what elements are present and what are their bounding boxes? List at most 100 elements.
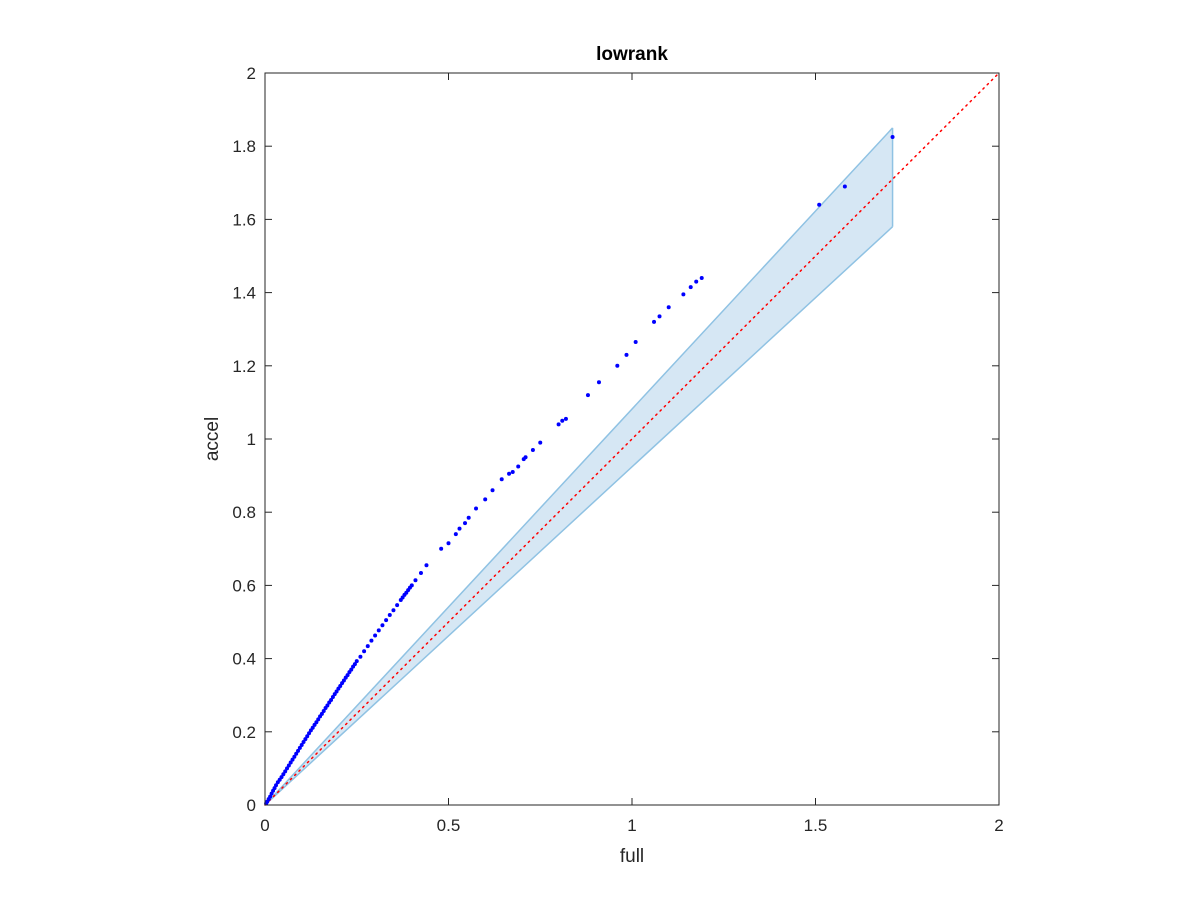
- data-point: [466, 515, 471, 520]
- y-tick-label: 0.2: [232, 723, 256, 742]
- data-point: [330, 695, 335, 700]
- data-point: [365, 644, 370, 649]
- data-point: [474, 506, 479, 511]
- x-tick-label: 0: [260, 816, 269, 835]
- data-point: [296, 748, 301, 753]
- data-point: [292, 754, 297, 759]
- data-point: [290, 757, 295, 762]
- data-point: [329, 697, 334, 702]
- y-tick-label: 2: [247, 64, 256, 83]
- data-point: [585, 393, 590, 398]
- y-tick-label: 0.8: [232, 503, 256, 522]
- data-point: [352, 662, 357, 667]
- identity-reference-line: [264, 72, 1000, 806]
- data-point: [842, 184, 847, 189]
- data-point: [615, 363, 620, 368]
- data-point: [294, 751, 299, 756]
- y-axis-label: accel: [202, 417, 223, 461]
- confidence-band-layer: [264, 127, 894, 806]
- data-point: [817, 202, 822, 207]
- x-axis-label: full: [620, 846, 644, 867]
- data-point: [354, 659, 359, 664]
- data-point: [384, 618, 389, 623]
- data-point: [316, 717, 321, 722]
- x-tick-label: 2: [994, 816, 1003, 835]
- y-tick-label: 0.6: [232, 576, 256, 595]
- data-point: [288, 760, 293, 765]
- data-point: [358, 654, 363, 659]
- x-tick-label: 1.5: [804, 816, 828, 835]
- reference-line-layer: [264, 72, 1000, 806]
- data-point: [523, 455, 528, 460]
- data-point: [890, 135, 895, 140]
- data-point: [283, 769, 288, 774]
- data-points-layer: [264, 135, 895, 806]
- x-tick-label: 0.5: [437, 816, 461, 835]
- data-point: [341, 678, 346, 683]
- data-point: [395, 603, 400, 608]
- data-point: [380, 623, 385, 628]
- data-point: [376, 628, 381, 633]
- data-point: [463, 521, 468, 526]
- data-point: [694, 279, 699, 284]
- plot-frame: [264, 72, 1000, 806]
- y-tick-label: 0.4: [232, 650, 256, 669]
- y-tick-label: 1.2: [232, 357, 256, 376]
- data-point: [624, 352, 629, 357]
- data-point: [387, 613, 392, 618]
- data-point: [657, 314, 662, 319]
- data-point: [688, 285, 693, 290]
- data-point: [483, 497, 488, 502]
- data-point: [530, 447, 535, 452]
- data-point: [424, 563, 429, 568]
- data-point: [281, 772, 286, 777]
- confidence-band-upper: [264, 127, 894, 806]
- data-point: [321, 708, 326, 713]
- data-point: [453, 532, 458, 537]
- data-point: [652, 319, 657, 324]
- data-point: [334, 689, 339, 694]
- data-point: [666, 305, 671, 310]
- data-point: [596, 380, 601, 385]
- data-point: [303, 737, 308, 742]
- data-point: [314, 720, 319, 725]
- data-point: [510, 469, 515, 474]
- data-point: [446, 541, 451, 546]
- data-point: [556, 422, 561, 427]
- data-point: [362, 649, 367, 654]
- data-point: [301, 740, 306, 745]
- data-point: [307, 731, 312, 736]
- data-point: [274, 783, 279, 788]
- data-point: [349, 667, 354, 672]
- data-point: [369, 638, 374, 643]
- data-point: [319, 711, 324, 716]
- data-point: [409, 583, 414, 588]
- data-point: [325, 703, 330, 708]
- data-point: [563, 416, 568, 421]
- data-point: [345, 673, 350, 678]
- data-point: [310, 725, 315, 730]
- y-tick-label: 1.8: [232, 137, 256, 156]
- x-tick-label: 1: [627, 816, 636, 835]
- data-point: [439, 546, 444, 551]
- data-point: [305, 734, 310, 739]
- ticks-layer: 0 0.5 1 1.5 2 0 0.2 0.4 0.6 0.8 1 1.2 1.4 1.6 1.8 2: [232, 64, 1003, 835]
- data-point: [279, 775, 284, 780]
- data-point: [516, 464, 521, 469]
- confidence-band-lower: [264, 226, 894, 806]
- data-point: [457, 526, 462, 531]
- y-tick-label: 1.6: [232, 210, 256, 229]
- data-point: [538, 440, 543, 445]
- data-point: [499, 477, 504, 482]
- data-point: [418, 570, 423, 575]
- data-point: [391, 608, 396, 613]
- data-point: [633, 340, 638, 345]
- data-point: [507, 471, 512, 476]
- chart-title: lowrank: [596, 44, 668, 65]
- data-point: [297, 745, 302, 750]
- data-point: [299, 742, 304, 747]
- data-point: [373, 633, 378, 638]
- y-tick-label: 1: [247, 430, 256, 449]
- data-point: [681, 292, 686, 297]
